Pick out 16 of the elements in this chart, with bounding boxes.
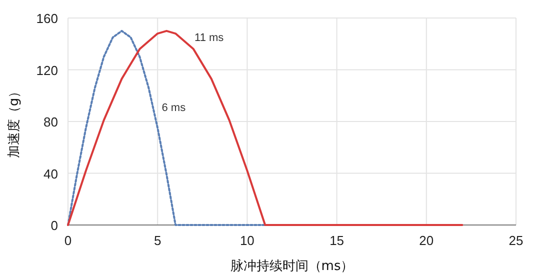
y-tick-label: 0 — [50, 218, 58, 233]
x-tick-label: 20 — [419, 233, 434, 248]
y-axis-title: 加速度（g） — [6, 84, 22, 158]
series-label: 11 ms — [194, 32, 224, 44]
x-axis-title: 脉冲持续时间（ms） — [230, 259, 354, 274]
x-tick-label: 0 — [64, 233, 72, 248]
y-tick-label: 40 — [44, 166, 58, 182]
line-series — [67, 30, 464, 226]
x-tick-label: 25 — [508, 233, 524, 248]
x-tick-label: 10 — [240, 233, 254, 248]
x-tick-label: 5 — [154, 233, 162, 248]
y-tick-label: 160 — [36, 11, 58, 26]
y-tick-label: 80 — [44, 114, 58, 130]
series-label: 6 ms — [162, 102, 186, 114]
y-tick-label: 120 — [36, 62, 58, 78]
x-tick-label: 15 — [330, 233, 344, 248]
